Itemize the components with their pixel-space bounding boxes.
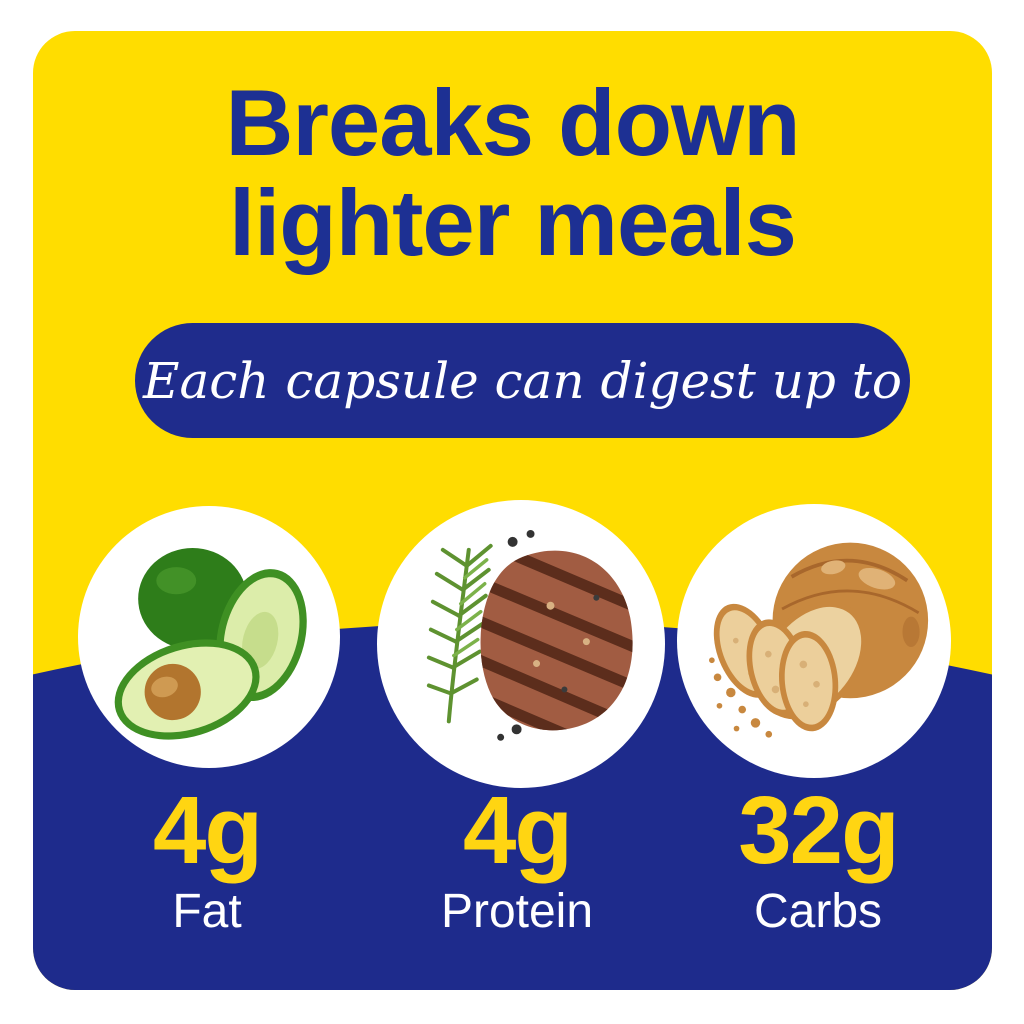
- stat-protein-value: 4g: [462, 777, 573, 884]
- subheadline-pill: Each capsule can digest up to: [135, 323, 910, 438]
- bread-slices: [713, 603, 838, 731]
- subheadline-text: Each capsule can digest up to: [142, 351, 902, 410]
- peppercorns: [497, 530, 535, 742]
- headline: Breaks down lighter meals: [33, 73, 992, 273]
- stat-protein: 4g Protein: [441, 783, 593, 939]
- steak-image: [427, 530, 633, 742]
- stat-carbs-value: 32g: [738, 777, 899, 884]
- bread-image: [708, 542, 928, 738]
- bread-crumbs: [708, 657, 772, 738]
- food-circle-carbs: [677, 504, 951, 778]
- stat-fat-label: Fat: [172, 885, 242, 938]
- food-circle-protein: [377, 500, 665, 788]
- headline-line-2: lighter meals: [229, 170, 797, 275]
- stat-fat: 4g Fat: [152, 777, 263, 939]
- stat-fat-value: 4g: [152, 777, 263, 884]
- stat-protein-label: Protein: [440, 885, 594, 938]
- food-circle-fat: [78, 506, 340, 768]
- stat-carbs: 32g Carbs: [738, 777, 899, 939]
- headline-line-1: Breaks down: [225, 70, 800, 175]
- avocado-image: [114, 548, 307, 740]
- promo-card: Breaks down lighter meals Each capsule c…: [33, 31, 992, 990]
- rosemary-needles: [452, 558, 489, 658]
- rosemary-sprig: [427, 544, 494, 724]
- avocado-half-with-pit: [114, 639, 260, 740]
- stat-carbs-label: Carbs: [753, 885, 883, 938]
- steak-texture: [533, 595, 600, 693]
